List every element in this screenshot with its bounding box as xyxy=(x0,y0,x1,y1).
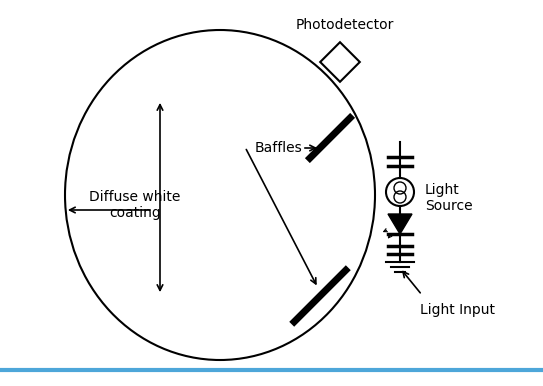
Text: Light Input: Light Input xyxy=(420,303,495,317)
Text: Light
Source: Light Source xyxy=(425,183,472,213)
Text: Diffuse white
coating: Diffuse white coating xyxy=(89,190,181,220)
Text: Photodetector: Photodetector xyxy=(296,18,394,32)
Text: Baffles: Baffles xyxy=(255,141,303,155)
Polygon shape xyxy=(388,214,412,234)
